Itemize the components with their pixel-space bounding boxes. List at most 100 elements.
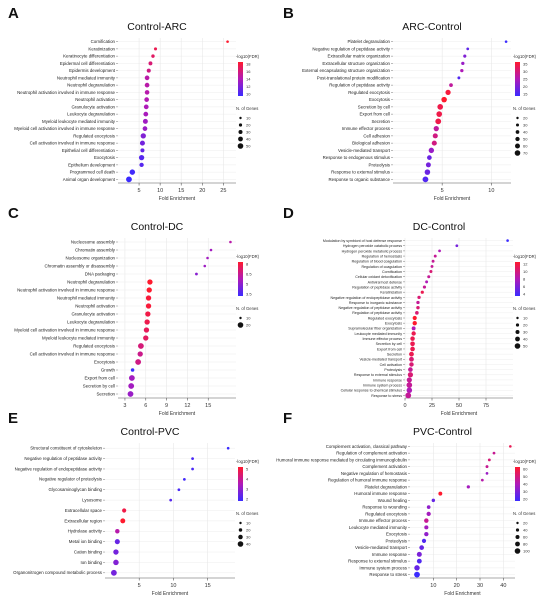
x-axis-label: Fold Enrichment [159, 196, 196, 202]
data-point [441, 96, 447, 103]
data-point [480, 478, 484, 482]
size-legend-dot [515, 323, 520, 327]
y-tick-label: Neutrophil activation involved in immune… [17, 90, 115, 95]
size-legend-label: 40 [523, 130, 528, 135]
data-point [128, 383, 135, 389]
data-point [409, 351, 414, 357]
panel-label: D [283, 205, 294, 222]
data-point [135, 359, 142, 365]
y-tick-label: Supramolecular fiber organization [348, 327, 402, 331]
panel-title: Control-PVC [121, 426, 180, 438]
data-point [460, 68, 464, 73]
data-point [449, 83, 453, 87]
y-tick-label: Neutrophil activation [75, 303, 115, 308]
y-tick-label: Immune system process [363, 383, 402, 387]
y-tick-label: Proteolysis [384, 368, 402, 372]
y-tick-label: Exocytosis [94, 155, 116, 160]
data-point [427, 275, 431, 279]
data-point [438, 249, 441, 253]
color-bar [515, 262, 520, 296]
data-point [461, 61, 465, 66]
y-tick-label: Myeloid leukocyte mediated immunity [42, 119, 116, 124]
color-legend-tick: 25 [523, 77, 528, 82]
y-tick-label: Regulated exocytosis [73, 133, 116, 138]
x-tick-label: 5 [138, 583, 141, 589]
y-tick-label: Humoral immune response [354, 491, 407, 496]
y-tick-label: Keratinocyte differentiation [63, 54, 115, 59]
y-tick-label: Wound healing [378, 498, 408, 503]
size-legend-label: 100 [523, 549, 530, 554]
size-legend-dot [516, 316, 519, 320]
data-point [425, 280, 429, 284]
y-tick-label: Exocytosis [386, 532, 408, 537]
size-legend-dot [238, 528, 243, 532]
size-legend-label: 20 [246, 123, 251, 128]
x-tick-label: 15 [205, 403, 211, 409]
data-point [410, 341, 415, 347]
size-legend-dot [515, 143, 520, 149]
color-legend-tick: 35 [523, 62, 528, 67]
y-tick-label: Immune response [373, 378, 402, 382]
y-tick-label: Secretion by cell [358, 104, 390, 109]
data-point [424, 169, 431, 175]
y-tick-label: Regulation of blood coagulation [352, 260, 402, 264]
panel-e: E Control-PVC 5 10 15 Fold Enrichment Structur… [8, 410, 260, 597]
data-point [424, 518, 429, 523]
size-legend-title: N. of Genes [513, 306, 535, 311]
size-legend-dot [516, 521, 519, 525]
size-legend-label: 70 [523, 151, 528, 156]
data-point [140, 133, 146, 139]
y-tick-label: Response to external stimulus [354, 373, 402, 377]
size-legend-label: 50 [523, 344, 528, 349]
data-point [432, 133, 438, 139]
y-tick-label: Epithelium development [68, 162, 116, 167]
y-tick-label: Leukocyte degranulation [67, 112, 115, 117]
size-legend-title: N. of Genes [236, 511, 258, 516]
x-tick-label: 15 [205, 583, 211, 589]
data-point [412, 320, 417, 326]
color-legend-tick: 5 [246, 282, 249, 287]
data-point [485, 465, 489, 469]
x-tick-label: 12 [184, 403, 190, 409]
data-point [120, 518, 126, 524]
x-tick-label: 25 [429, 403, 435, 409]
y-tick-label: Negative regulation of peptidase activit… [338, 306, 402, 310]
y-tick-label: Secretion [96, 391, 115, 396]
y-tick-label: Regulation of complement activation [336, 451, 407, 456]
color-bar [238, 62, 243, 96]
data-point [411, 326, 416, 331]
data-point [414, 571, 420, 578]
data-point [128, 375, 135, 381]
data-point [455, 244, 459, 248]
size-legend-dot [515, 528, 520, 532]
data-point [129, 169, 136, 175]
y-tick-label: Cellular oxidant detoxification [355, 275, 402, 279]
data-point [445, 89, 451, 95]
y-tick-label: Cation binding [74, 549, 103, 554]
size-legend-dot [239, 521, 242, 525]
color-legend-tick: 12 [246, 84, 251, 89]
y-tick-label: Extracellular space [65, 508, 103, 513]
size-legend-label: 40 [523, 528, 528, 533]
color-legend-tick: 60 [523, 467, 528, 472]
y-tick-label: Response to stress [371, 394, 402, 398]
color-legend-title: -log10(FDR) [513, 459, 537, 464]
data-point [139, 162, 144, 168]
y-tick-label: Exocytosis [94, 359, 116, 364]
plot-area [393, 38, 511, 183]
color-bar [515, 467, 520, 501]
data-point [410, 336, 415, 341]
y-tick-label: Regulation of peptidase activity [352, 285, 402, 289]
data-point [144, 97, 149, 102]
size-legend-label: 10 [523, 316, 528, 321]
data-point [206, 256, 209, 260]
y-tick-label: Regulation of humoral immune response [328, 478, 408, 483]
data-point [169, 498, 173, 502]
color-legend-title: -log10(FDR) [236, 459, 260, 464]
size-legend-dot [515, 123, 520, 127]
data-point [138, 154, 145, 161]
y-tick-label: Export from cell [360, 112, 391, 117]
y-tick-label: Chromatin assembly or disassembly [44, 263, 115, 268]
size-legend-label: 10 [246, 316, 251, 321]
